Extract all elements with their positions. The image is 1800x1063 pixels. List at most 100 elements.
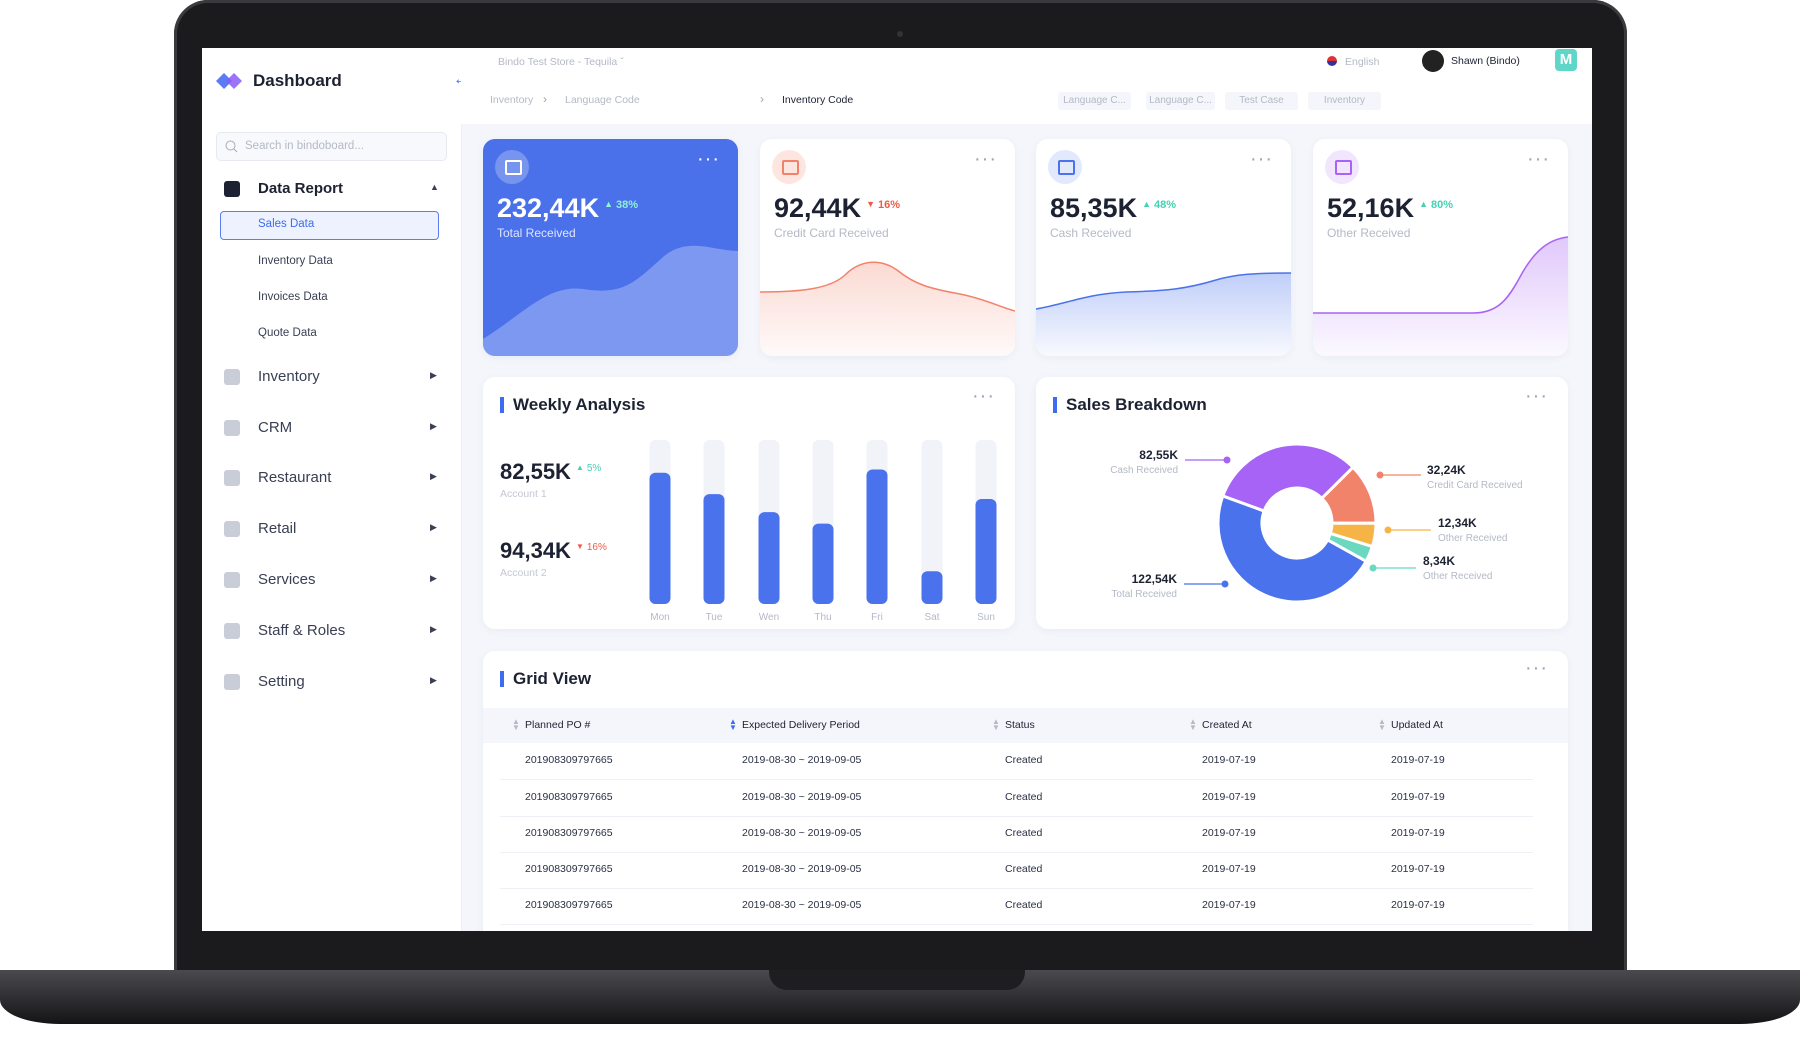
menu-label[interactable]: Services bbox=[258, 571, 316, 588]
menu-label[interactable]: Retail bbox=[258, 520, 297, 537]
bar bbox=[649, 472, 671, 604]
x-tick-label: Wen bbox=[759, 612, 779, 623]
bar bbox=[758, 512, 780, 604]
menu-label[interactable]: Restaurant bbox=[258, 469, 332, 486]
section-title: Grid View bbox=[500, 670, 591, 687]
menu-label[interactable]: CRM bbox=[258, 419, 293, 436]
sidebar: Dashboard ← Search in bindoboard... Data… bbox=[202, 48, 469, 931]
stat-change: 38% bbox=[616, 199, 639, 211]
avatar[interactable] bbox=[1422, 50, 1444, 72]
app-badge[interactable]: M bbox=[1555, 49, 1577, 71]
stat-card: ··· 232,44K ▲ 38% Total Received bbox=[483, 139, 738, 356]
weekly-bar-chart: Mon Tue Wen Thu Fri Sat Sun bbox=[649, 440, 997, 623]
screen: Dashboard ← Search in bindoboard... Data… bbox=[202, 48, 1592, 931]
column-header[interactable]: Status bbox=[1005, 719, 1035, 731]
table-cell: 201908309797665 bbox=[525, 754, 613, 766]
submenu-item[interactable]: Inventory Data bbox=[258, 255, 333, 267]
stat-card: ··· 92,44K ▼ 16% Credit Card Received bbox=[760, 139, 1015, 356]
menu-arrow: ▶ bbox=[430, 624, 437, 634]
sidebar-title: Dashboard bbox=[253, 71, 342, 90]
table-cell: Created bbox=[1005, 791, 1043, 803]
menu-arrow: ▶ bbox=[430, 471, 437, 481]
bar bbox=[703, 494, 725, 604]
breadcrumb-item[interactable]: Inventory bbox=[490, 94, 534, 106]
value-label: 12,34K bbox=[1438, 516, 1477, 530]
trend-arrow: ▼ bbox=[575, 542, 584, 551]
stat-change: 80% bbox=[1431, 199, 1454, 211]
sort-icon: ▲ ▼ bbox=[992, 717, 1000, 732]
stat-value: 52,16K bbox=[1327, 193, 1415, 223]
table-cell: 2019-07-19 bbox=[1391, 827, 1445, 839]
more-menu[interactable]: ··· bbox=[974, 148, 997, 170]
more-menu[interactable]: ··· bbox=[1525, 385, 1548, 407]
trend-arrow: ▲ bbox=[1419, 199, 1428, 209]
filter-button[interactable]: Test Case bbox=[1225, 92, 1298, 110]
stat-value-row: 52,16K ▲ 80% bbox=[1327, 193, 1453, 224]
x-tick-label: Mon bbox=[650, 612, 669, 623]
leader-dot bbox=[1369, 564, 1377, 572]
flag-icon bbox=[1327, 56, 1337, 66]
menu-icon bbox=[224, 470, 240, 486]
sort-icon: ▲ ▼ bbox=[729, 717, 737, 732]
stat-label: Total Received bbox=[497, 226, 576, 240]
value-label: 82,55K bbox=[1139, 448, 1178, 462]
menu-label[interactable]: Data Report bbox=[258, 180, 344, 197]
breadcrumb-item[interactable]: Language Code bbox=[565, 94, 640, 106]
more-menu[interactable]: ··· bbox=[1527, 148, 1550, 170]
account-change: 16% bbox=[586, 542, 607, 553]
more-menu[interactable]: ··· bbox=[972, 385, 995, 407]
filter-button[interactable]: Language C... bbox=[1146, 92, 1215, 110]
stat-card: ··· 52,16K ▲ 80% Other Received bbox=[1313, 139, 1568, 356]
trend-arrow: ▲ bbox=[575, 463, 584, 472]
more-menu[interactable]: ··· bbox=[1525, 657, 1548, 679]
column-header[interactable]: Created At bbox=[1202, 719, 1252, 731]
submenu-item[interactable]: Invoices Data bbox=[258, 291, 328, 303]
search-box[interactable]: Search in bindoboard... bbox=[216, 132, 447, 161]
value-label: 32,24K bbox=[1427, 463, 1466, 477]
stat-value: 92,44K bbox=[774, 193, 862, 223]
language-selector[interactable]: English bbox=[1327, 56, 1379, 68]
menu-icon bbox=[224, 420, 240, 436]
donut-segment bbox=[1220, 442, 1356, 513]
x-tick-label: Tue bbox=[706, 612, 723, 623]
more-menu[interactable]: ··· bbox=[697, 148, 720, 170]
account-change: 5% bbox=[586, 463, 602, 474]
store-selector[interactable]: Bindo Test Store - Tequila ˇ bbox=[498, 56, 624, 68]
table-cell: 2019-07-19 bbox=[1391, 863, 1445, 875]
more-menu[interactable]: ··· bbox=[1250, 148, 1273, 170]
leader-dot bbox=[1384, 526, 1392, 534]
menu-label[interactable]: Setting bbox=[258, 673, 305, 690]
table-cell: Created bbox=[1005, 899, 1043, 911]
grid-view-card: Grid View ··· ▲ ▼ Planned PO # ▲ ▼ Expected D… bbox=[483, 651, 1568, 931]
menu-arrow: ▶ bbox=[430, 522, 437, 532]
sparkline bbox=[1313, 236, 1568, 356]
menu-icon bbox=[224, 674, 240, 690]
stat-value-row: 232,44K ▲ 38% bbox=[497, 193, 638, 224]
column-header[interactable]: Expected Delivery Period bbox=[742, 719, 860, 731]
category-label: Cash Received bbox=[1110, 465, 1178, 476]
table-cell: 201908309797665 bbox=[525, 863, 613, 875]
column-header[interactable]: Updated At bbox=[1391, 719, 1443, 731]
table-cell: 2019-07-19 bbox=[1391, 754, 1445, 766]
column-header[interactable]: Planned PO # bbox=[525, 719, 591, 731]
filter-button[interactable]: Language C... bbox=[1058, 92, 1131, 110]
stat-value: 232,44K bbox=[497, 193, 600, 223]
menu-label[interactable]: Inventory bbox=[258, 368, 320, 385]
submenu-item[interactable]: Sales Data bbox=[258, 218, 315, 230]
sparkline bbox=[1036, 272, 1291, 356]
leader-dot bbox=[1223, 456, 1231, 464]
user-name[interactable]: Shawn (Bindo) bbox=[1451, 55, 1520, 67]
bar bbox=[921, 571, 943, 604]
stat-value-row: 92,44K ▼ 16% bbox=[774, 193, 900, 224]
stat-icon-glyph bbox=[782, 160, 799, 175]
bar bbox=[975, 499, 997, 604]
submenu-item[interactable]: Quote Data bbox=[258, 327, 317, 339]
bar bbox=[812, 523, 834, 604]
menu-label[interactable]: Staff & Roles bbox=[258, 622, 346, 639]
menu-icon bbox=[224, 572, 240, 588]
menu-icon bbox=[224, 623, 240, 639]
filter-button[interactable]: Inventory bbox=[1308, 92, 1381, 110]
breadcrumb-item[interactable]: Inventory Code bbox=[782, 94, 854, 106]
category-label: Total Received bbox=[1111, 589, 1177, 600]
sparkline bbox=[760, 261, 1015, 356]
